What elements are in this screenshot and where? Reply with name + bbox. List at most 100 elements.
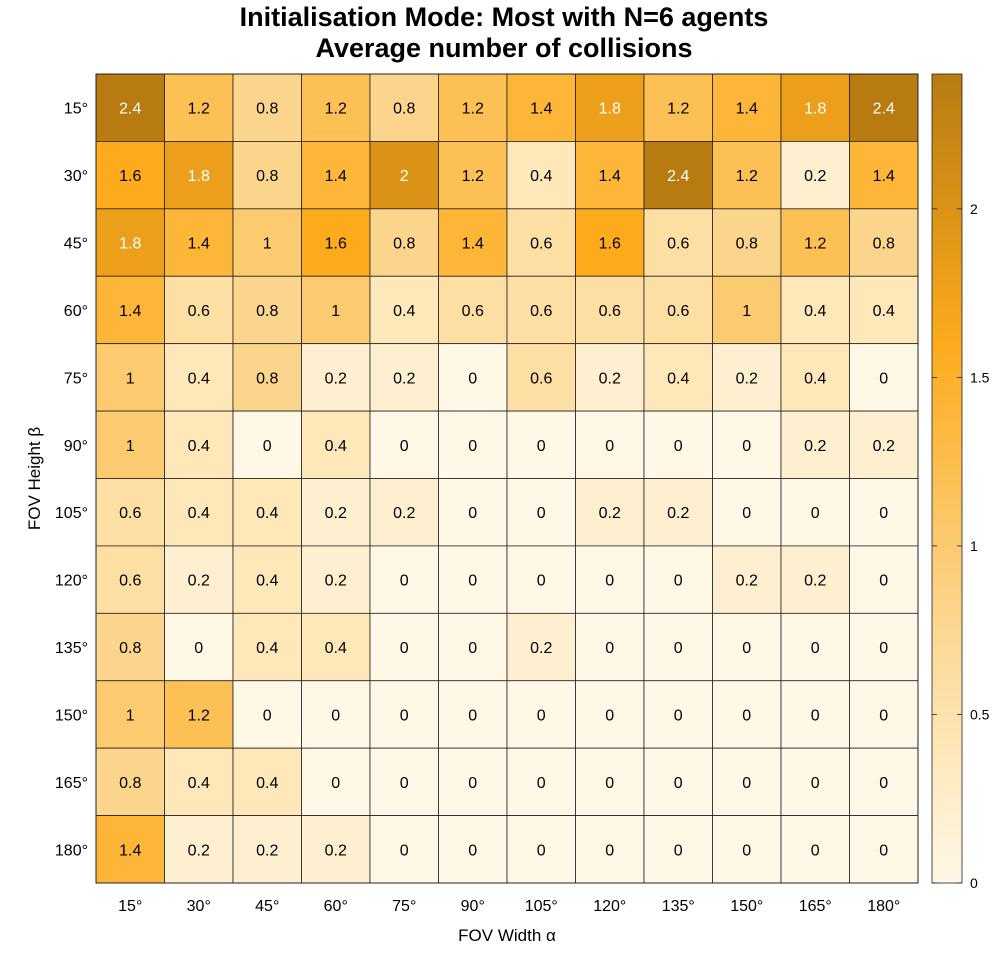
cell-value-label: 0.6 — [188, 303, 210, 320]
heatmap-cell — [575, 208, 645, 277]
heatmap-cell — [232, 410, 302, 479]
heatmap-cell — [95, 208, 165, 277]
cell-value-label: 0 — [742, 505, 751, 522]
cell-value-label: 0.2 — [325, 505, 347, 522]
heatmap-cell — [643, 141, 713, 210]
cell-value-label: 0.2 — [667, 505, 689, 522]
cell-value-label: 0 — [811, 775, 820, 792]
cell-value-label: 0 — [468, 707, 477, 724]
x-tick-label: 120° — [593, 898, 626, 915]
x-tick-label: 15° — [118, 898, 142, 915]
cell-value-label: 0.8 — [256, 101, 278, 118]
cell-value-label: 0.2 — [325, 370, 347, 387]
cell-value-label: 1 — [331, 303, 340, 320]
cell-value-label: 0 — [742, 842, 751, 859]
cell-value-label: 0.2 — [325, 842, 347, 859]
heatmap-cell — [780, 815, 850, 884]
heatmap-cell — [164, 141, 234, 210]
y-tick-label: 90° — [64, 438, 88, 455]
cell-value-label: 1 — [263, 236, 272, 253]
cell-value-label: 0 — [400, 707, 409, 724]
heatmap-cell — [438, 343, 508, 412]
heatmap-cell — [712, 747, 782, 816]
cell-value-label: 0.6 — [462, 303, 484, 320]
cell-value-label: 0.6 — [667, 236, 689, 253]
cell-value-label: 0.8 — [256, 303, 278, 320]
heatmap-cell — [301, 410, 371, 479]
cell-value-label: 2 — [400, 168, 409, 185]
heatmap-cell — [712, 680, 782, 749]
cell-value-label: 1.2 — [188, 101, 210, 118]
cell-value-label: 0.2 — [599, 370, 621, 387]
cell-value-label: 1.2 — [736, 168, 758, 185]
cell-value-label: 0.8 — [256, 168, 278, 185]
heatmap-cell — [301, 815, 371, 884]
cell-value-label: 0.4 — [256, 573, 278, 590]
heatmap-cell — [643, 275, 713, 345]
cell-value-label: 0.2 — [188, 573, 210, 590]
heatmap-cell — [438, 612, 508, 682]
cell-value-label: 0.4 — [325, 438, 347, 455]
heatmap-cell — [712, 612, 782, 682]
cell-value-label: 0 — [194, 640, 203, 657]
heatmap-cell — [301, 545, 371, 614]
heatmap-cell — [369, 343, 439, 412]
heatmap-cell — [232, 680, 302, 749]
cell-value-label: 0 — [537, 775, 546, 792]
heatmap-cell — [369, 141, 439, 210]
y-tick-label: 60° — [64, 303, 88, 320]
cell-value-label: 0 — [537, 842, 546, 859]
cell-value-label: 0 — [331, 775, 340, 792]
x-axis-label: FOV Width α — [458, 926, 556, 945]
cell-value-label: 0 — [605, 707, 614, 724]
cell-value-label: 0 — [468, 438, 477, 455]
cell-value-label: 0 — [879, 842, 888, 859]
heatmap-cell — [369, 680, 439, 749]
heatmap-cell — [164, 680, 234, 749]
heatmap-cell — [164, 410, 234, 479]
cell-value-label: 1.6 — [599, 236, 621, 253]
cell-value-label: 0.2 — [804, 573, 826, 590]
cell-value-label: 0 — [537, 438, 546, 455]
heatmap-cell — [164, 478, 234, 547]
cell-value-label: 0.8 — [119, 640, 141, 657]
y-tick-label: 30° — [64, 168, 88, 185]
x-axis-ticks: 15° 30° 45° 60° 75° 90° 105° 120° 135° 150° 165° 18… — [118, 898, 900, 915]
y-tick-label: 105° — [55, 505, 88, 522]
heatmap-cell — [95, 747, 165, 816]
heatmap-cell — [849, 545, 919, 614]
cell-value-label: 0 — [400, 573, 409, 590]
cell-value-label: 0 — [605, 640, 614, 657]
heatmap-cell — [506, 815, 576, 884]
x-tick-label: 30° — [187, 898, 211, 915]
heatmap-cell — [506, 747, 576, 816]
cell-value-label: 0 — [879, 370, 888, 387]
heatmap-cell — [164, 747, 234, 816]
heatmap-cell — [780, 410, 850, 479]
cell-value-label: 1.6 — [119, 168, 141, 185]
heatmap-cell — [301, 275, 371, 345]
heatmap-cell — [712, 545, 782, 614]
cell-value-label: 0.4 — [188, 370, 210, 387]
cell-value-label: 1.4 — [462, 236, 484, 253]
heatmap-cell — [849, 73, 919, 142]
heatmap-cell — [780, 680, 850, 749]
cell-value-label: 0 — [811, 640, 820, 657]
heatmap-cell — [369, 478, 439, 547]
colorbar-tick-label: 2 — [970, 201, 978, 217]
cell-value-label: 0.6 — [667, 303, 689, 320]
y-tick-label: 165° — [55, 775, 88, 792]
x-tick-label: 180° — [867, 898, 900, 915]
heatmap-cell — [506, 343, 576, 412]
colorbar-tick-label: 1 — [970, 538, 978, 554]
cell-value-label: 0 — [605, 775, 614, 792]
cell-value-label: 0.2 — [736, 370, 758, 387]
heatmap-cell — [95, 343, 165, 412]
chart-title-line-1: Initialisation Mode: Most with N=6 agent… — [239, 2, 769, 32]
cell-value-label: 0 — [674, 842, 683, 859]
cell-value-label: 0 — [605, 438, 614, 455]
cell-value-label: 0 — [605, 842, 614, 859]
heatmap-cell — [438, 208, 508, 277]
cell-value-label: 0.6 — [530, 370, 552, 387]
heatmap-cells: 2.4 1.2 0.8 1.2 0.8 1.2 1.4 1.8 1.2 1.4 1.8 2.4 1.6 1… — [95, 73, 919, 884]
